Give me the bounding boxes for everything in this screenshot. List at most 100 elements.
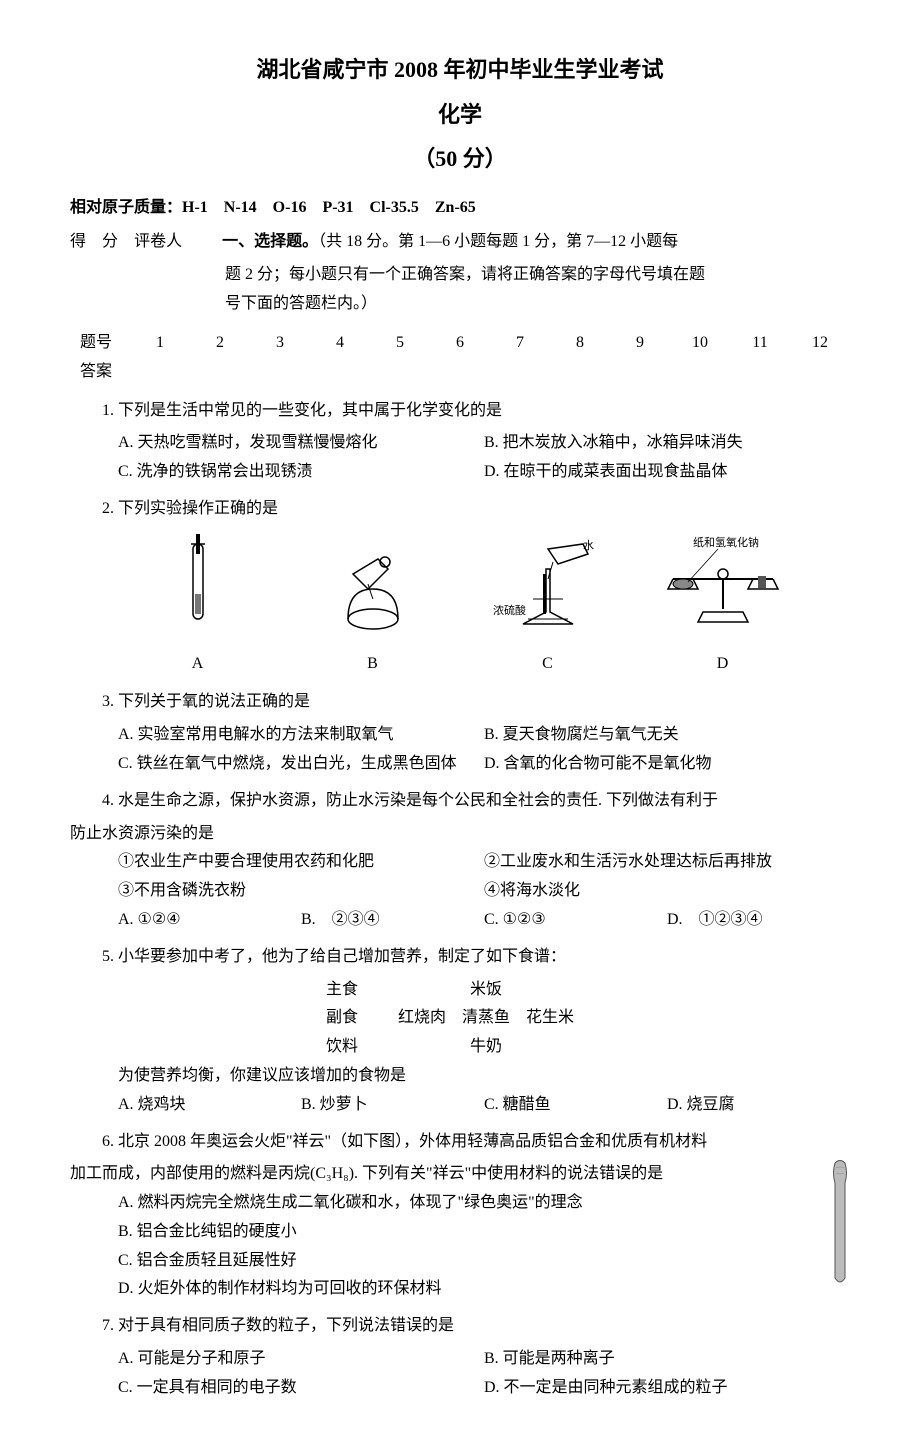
q7-stem: 7. 对于具有相同质子数的粒子，下列说法错误的是 xyxy=(70,1312,850,1341)
instruction-cont2: 号下面的答题栏内。） xyxy=(225,290,850,319)
q5-c: C. 糖醋鱼 xyxy=(484,1091,667,1120)
answer-header-label: 题号 xyxy=(80,329,130,358)
svg-text:水: 水 xyxy=(583,539,594,552)
q4-stem1: 4. 水是生命之源，保护水资源，防止水污染是每个公民和全社会的责任. 下列做法有… xyxy=(70,787,850,816)
q5-b: B. 炒萝卜 xyxy=(301,1091,484,1120)
q7-d: D. 不一定是由同种元素组成的粒子 xyxy=(484,1374,850,1403)
answer-blank xyxy=(610,358,670,387)
answer-num: 11 xyxy=(730,329,790,358)
answer-blank xyxy=(730,358,790,387)
answer-blank xyxy=(310,358,370,387)
q2-diagrams: A B 水 浓硫酸 C 纸和氢氧化钠 xyxy=(110,534,810,679)
q3-b: B. 夏天食物腐烂与氧气无关 xyxy=(484,721,850,750)
food-row: 主食米饭 xyxy=(326,976,850,1005)
answer-blank xyxy=(550,358,610,387)
pour-liquid-icon xyxy=(323,534,423,634)
q6-stem2: 加工而成，内部使用的燃料是丙烷(C₃H₈). 下列有关"祥云"中使用材料的说法错… xyxy=(70,1160,850,1189)
answer-blank xyxy=(370,358,430,387)
q5-sub: 为使营养均衡，你建议应该增加的食物是 xyxy=(118,1062,850,1091)
q2-label-d: D xyxy=(635,650,810,679)
svg-text:纸和氢氧化钠: 纸和氢氧化钠 xyxy=(693,535,759,549)
q1-stem: 1. 下列是生活中常见的一些变化，其中属于化学变化的是 xyxy=(70,397,850,426)
dilute-acid-icon: 水 浓硫酸 xyxy=(488,534,608,634)
q4-b: B. ②③④ xyxy=(301,906,484,935)
atomic-mass-row: 相对原子质量：H-1 N-14 O-16 P-31 Cl-35.5 Zn-65 xyxy=(70,194,850,223)
q3-stem: 3. 下列关于氧的说法正确的是 xyxy=(70,688,850,717)
instruction-row: 得 分 评卷人 一、选择题。（共 18 分。第 1—6 小题每题 1 分，第 7… xyxy=(70,228,850,257)
answer-num: 1 xyxy=(130,329,190,358)
q4-stem2: 防止水资源污染的是 xyxy=(70,820,850,849)
answer-table: 题号 1 2 3 4 5 6 7 8 9 10 11 12 答案 xyxy=(70,329,850,387)
q3-options: A. 实验室常用电解水的方法来制取氧气 B. 夏天食物腐烂与氧气无关 C. 铁丝… xyxy=(118,721,850,779)
answer-num: 4 xyxy=(310,329,370,358)
answer-num: 7 xyxy=(490,329,550,358)
answer-num: 9 xyxy=(610,329,670,358)
q2-label-a: A xyxy=(110,650,285,679)
exam-title: 湖北省咸宁市 2008 年初中毕业生学业考试 xyxy=(70,50,850,90)
q4-c: C. ①②③ xyxy=(484,906,667,935)
q3-c: C. 铁丝在氧气中燃烧，发出白光，生成黑色固体 xyxy=(118,750,484,779)
q4-a: A. ①②④ xyxy=(118,906,301,935)
q6-stem1: 6. 北京 2008 年奥运会火炬"祥云"（如下图），外体用轻薄高品质铝合金和优… xyxy=(70,1128,850,1157)
q4-options: A. ①②④ B. ②③④ C. ①②③ D. ①②③④ xyxy=(118,906,850,935)
instruction-text: 一、选择题。（共 18 分。第 1—6 小题每题 1 分，第 7—12 小题每 xyxy=(222,228,678,257)
answer-num: 10 xyxy=(670,329,730,358)
q6-wrap: 6. 北京 2008 年奥运会火炬"祥云"（如下图），外体用轻薄高品质铝合金和优… xyxy=(70,1128,850,1305)
q2-stem: 2. 下列实验操作正确的是 xyxy=(70,495,850,524)
q5-options: A. 烧鸡块 B. 炒萝卜 C. 糖醋鱼 D. 烧豆腐 xyxy=(118,1091,850,1120)
q5-food-table: 主食米饭 副食红烧肉 清蒸鱼 花生米 饮料牛奶 xyxy=(326,976,850,1062)
answer-blank xyxy=(250,358,310,387)
q4-s1: ①农业生产中要合理使用农药和化肥 xyxy=(118,848,484,877)
answer-blank xyxy=(430,358,490,387)
balance-scale-icon: 纸和氢氧化钠 xyxy=(653,534,793,634)
q6-d: D. 火炬外体的制作材料均为可回收的环保材料 xyxy=(118,1275,850,1304)
q7-a: A. 可能是分子和原子 xyxy=(118,1345,484,1374)
q2-label-c: C xyxy=(460,650,635,679)
q5-stem: 5. 小华要参加中考了，他为了给自己增加营养，制定了如下食谱： xyxy=(70,943,850,972)
answer-num: 6 xyxy=(430,329,490,358)
section-heading: 一、选择题。 xyxy=(222,233,318,250)
q6-b: B. 铝合金比纯铝的硬度小 xyxy=(118,1218,850,1247)
q2-diagram-b: B xyxy=(285,534,460,679)
q4-s4: ④将海水淡化 xyxy=(484,877,850,906)
answer-num: 8 xyxy=(550,329,610,358)
answer-blank xyxy=(130,358,190,387)
score-label: 得 分 评卷人 xyxy=(70,228,182,257)
q2-diagram-d: 纸和氢氧化钠 D xyxy=(635,534,810,679)
q2-label-b: B xyxy=(285,650,460,679)
food-row: 饮料牛奶 xyxy=(326,1033,850,1062)
answer-blank xyxy=(670,358,730,387)
q1-options: A. 天热吃雪糕时，发现雪糕慢慢熔化 B. 把木炭放入冰箱中，冰箱异味消失 C.… xyxy=(118,429,850,487)
q6-c: C. 铝合金质轻且延展性好 xyxy=(118,1247,850,1276)
food-row: 副食红烧肉 清蒸鱼 花生米 xyxy=(326,1004,850,1033)
answer-num: 3 xyxy=(250,329,310,358)
answer-blank xyxy=(190,358,250,387)
q5-a: A. 烧鸡块 xyxy=(118,1091,301,1120)
q5-d: D. 烧豆腐 xyxy=(667,1091,850,1120)
exam-subject: 化学 xyxy=(70,95,850,135)
q7-options: A. 可能是分子和原子 B. 可能是两种离子 C. 一定具有相同的电子数 D. … xyxy=(118,1345,850,1403)
answer-num: 2 xyxy=(190,329,250,358)
instruction-cont1: 题 2 分；每小题只有一个正确答案，请将正确答案的字母代号填在题 xyxy=(225,261,850,290)
q4-statements: ①农业生产中要合理使用农药和化肥 ②工业废水和生活污水处理达标后再排放 ③不用含… xyxy=(118,848,850,906)
q1-d: D. 在晾干的咸菜表面出现食盐晶体 xyxy=(484,458,850,487)
atomic-mass-values: H-1 N-14 O-16 P-31 Cl-35.5 Zn-65 xyxy=(182,199,476,216)
q1-c: C. 洗净的铁锅常会出现锈渍 xyxy=(118,458,484,487)
answer-blank xyxy=(490,358,550,387)
q7-c: C. 一定具有相同的电子数 xyxy=(118,1374,484,1403)
q4-s2: ②工业废水和生活污水处理达标后再排放 xyxy=(484,848,850,877)
q1-a: A. 天热吃雪糕时，发现雪糕慢慢熔化 xyxy=(118,429,484,458)
svg-text:浓硫酸: 浓硫酸 xyxy=(493,603,526,617)
answer-header-row: 题号 1 2 3 4 5 6 7 8 9 10 11 12 xyxy=(70,329,850,358)
answer-num: 5 xyxy=(370,329,430,358)
q1-b: B. 把木炭放入冰箱中，冰箱异味消失 xyxy=(484,429,850,458)
test-tube-icon xyxy=(168,534,228,634)
q2-diagram-a: A xyxy=(110,534,285,679)
q3-d: D. 含氧的化合物可能不是氧化物 xyxy=(484,750,850,779)
exam-score: （50 分） xyxy=(70,139,850,179)
q4-d: D. ①②③④ xyxy=(667,906,850,935)
torch-icon xyxy=(830,1158,850,1288)
answer-blank-label: 答案 xyxy=(80,358,130,387)
answer-num: 12 xyxy=(790,329,850,358)
q2-diagram-c: 水 浓硫酸 C xyxy=(460,534,635,679)
